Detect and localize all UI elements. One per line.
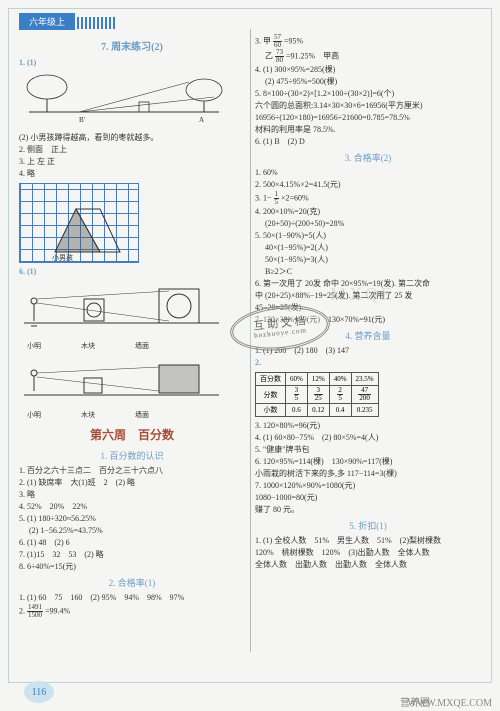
chapter-title: 第六周 百分数 bbox=[19, 426, 245, 443]
diagram-label: 墙面 bbox=[135, 410, 149, 421]
answer-text: (20+50)÷(200+50)=28% bbox=[255, 218, 481, 230]
svg-text:A: A bbox=[199, 116, 204, 124]
subsection-title: 5. 折扣(1) bbox=[255, 519, 481, 532]
nutrition-table: 百分数 60% 12% 40% 23.5% 分数 35 325 25 47200… bbox=[255, 372, 379, 417]
subsection-title: 1. 百分数的认识 bbox=[19, 449, 245, 462]
diagram-label: 木块 bbox=[81, 410, 95, 421]
answer-text: 3. 120×80%=96(元) bbox=[255, 420, 481, 432]
answer-text: 40×(1−95%)=2(人) bbox=[255, 242, 481, 254]
answer-text: 1. (1) 200 (2) 180 (3) 147 bbox=[255, 345, 481, 357]
answer-text: 5. "健康"牌书包 bbox=[255, 444, 481, 456]
svg-text:B': B' bbox=[79, 116, 85, 124]
answer-text: 赚了 80 元。 bbox=[255, 504, 481, 516]
answer-text: 1080−1000=80(元) bbox=[255, 492, 481, 504]
subsection-title: 2. 合格率(1) bbox=[19, 576, 245, 589]
answer-text: 全体人数 出勤人数 出勤人数 全体人数 bbox=[255, 559, 481, 571]
answer-text: 1. (1) 60 75 160 (2) 95% 94% 98% 97% bbox=[19, 592, 245, 604]
answer-text: 4. (1) 60×80−75% (2) 80×5%=4(人) bbox=[255, 432, 481, 444]
answer-text: 六个圆的总面积:3.14×30×30×6=16956(平方厘米) bbox=[255, 100, 481, 112]
diagram-label: 木块 bbox=[81, 341, 95, 352]
diagram-label: 小明 bbox=[27, 410, 41, 421]
tree-perspective-illustration: B' A bbox=[19, 72, 229, 127]
answer-text: 2. 500×4.15%×2=41.5(元) bbox=[255, 179, 481, 191]
answer-text: 2. 14911500 =99.4% bbox=[19, 604, 245, 619]
grid-diagram: 小男孩 bbox=[19, 183, 139, 263]
answer-text: 16956÷(120×180)=16956÷21600=0.785=78.5% bbox=[255, 112, 481, 124]
diagram-label: 小明 bbox=[27, 341, 41, 352]
answer-text: 6. (1) B (2) D bbox=[255, 136, 481, 148]
column-separator bbox=[250, 29, 251, 652]
answer-text: 2. (1) 缺席率 大(1)班 2 (2) 略 bbox=[19, 477, 245, 489]
page-number: 116 bbox=[24, 681, 54, 703]
right-column: 3. 甲 5760 =95% 乙 7380 =91.25% 甲高 4. (1) … bbox=[255, 34, 481, 619]
answer-text: 8. 6÷40%=15(元) bbox=[19, 561, 245, 573]
answer-text: 50×(1−95%)=3(人) bbox=[255, 254, 481, 266]
answer-text: 1. (1) 全校人数 51% 男生人数 51% (2)梨树棵数 bbox=[255, 535, 481, 547]
answer-text: 120% 桃树棵数 120% (3)出勤人数 全体人数 bbox=[255, 547, 481, 559]
answer-text: 4. 200×10%=20(克) bbox=[255, 206, 481, 218]
answer-text: 3. 1− 15 ×2=60% bbox=[255, 191, 481, 206]
answer-text: 5. 50×(1−90%)=5(人) bbox=[255, 230, 481, 242]
footer-url: WWW.MXQE.COM bbox=[407, 698, 492, 709]
answer-text: 1. 百分之六十三点二 百分之三十六点八 bbox=[19, 465, 245, 477]
svg-text:小男孩: 小男孩 bbox=[52, 253, 73, 262]
answer-text: 小雨栽的树活下来的多,多 117−114=3(棵) bbox=[255, 468, 481, 480]
answer-text: 3. 甲 5760 =95% bbox=[255, 34, 481, 49]
answer-text: 材料的利用率是 78.5%. bbox=[255, 124, 481, 136]
projection-diagram-2 bbox=[19, 355, 229, 405]
answer-text: 4. 52% 20% 22% bbox=[19, 501, 245, 513]
left-column: 7. 周末练习(2) 1. (1) B' A (2) 小男孩蹲得越高，看到的枣就… bbox=[19, 34, 245, 619]
stripe-decoration bbox=[77, 17, 117, 29]
subsection-title: 4. 营养含量 bbox=[255, 329, 481, 342]
answer-text: 2. 侧面 正上 bbox=[19, 144, 245, 156]
answer-text: B≥2＞C bbox=[255, 266, 481, 278]
answer-text: 7. 130×30%=39(元) 130×70%=91(元) bbox=[255, 314, 481, 326]
answer-text: (2) 1−56.25%=43.75% bbox=[19, 525, 245, 537]
answer-text: (2) 475÷95%=500(棵) bbox=[255, 76, 481, 88]
answer-text: 6. (1) 48 (2) 6 bbox=[19, 537, 245, 549]
answer-text: 3. 略 bbox=[19, 489, 245, 501]
answer-text: 1. 60% bbox=[255, 167, 481, 179]
answer-text: 3. 上 左 正 bbox=[19, 156, 245, 168]
grade-tab: 六年级上 bbox=[19, 13, 75, 30]
projection-diagram-1 bbox=[19, 281, 229, 336]
subsection-title: 3. 合格率(2) bbox=[255, 151, 481, 164]
item-number: 6. (1) bbox=[19, 267, 36, 276]
caption-text: (2) 小男孩蹲得越高，看到的枣就越多。 bbox=[19, 132, 245, 144]
answer-text: 7. (1)15 32 53 (2) 略 bbox=[19, 549, 245, 561]
answer-text: 4. 略 bbox=[19, 168, 245, 180]
answer-text: 7. 1000×120%×90%=1080(元) bbox=[255, 480, 481, 492]
section-title: 7. 周末练习(2) bbox=[19, 38, 245, 53]
background-watermark: MXQE bbox=[330, 284, 395, 305]
answer-text: 6. 120×95%=114(棵) 130×90%=117(棵) bbox=[255, 456, 481, 468]
item-number: 2. bbox=[255, 357, 481, 369]
answer-text: 5. 8×100÷(30×2)×[1.2×100÷(30×2)]=6(个) bbox=[255, 88, 481, 100]
diagram-label: 墙面 bbox=[135, 341, 149, 352]
answer-text: 5. (1) 180÷320≈56.25% bbox=[19, 513, 245, 525]
answer-text: 4. (1) 300×95%=285(棵) bbox=[255, 64, 481, 76]
answer-text: 乙 7380 =91.25% 甲高 bbox=[255, 49, 481, 64]
item-number: 1. (1) bbox=[19, 58, 36, 67]
